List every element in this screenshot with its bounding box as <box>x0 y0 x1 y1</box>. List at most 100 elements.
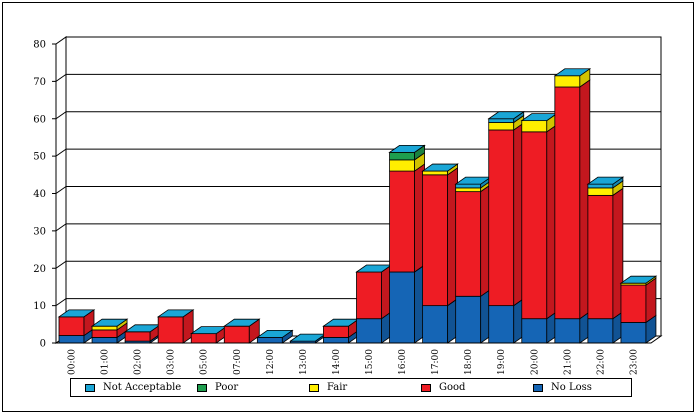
bar-no-loss <box>323 336 349 344</box>
bar-good <box>157 316 184 344</box>
gridline-left <box>55 148 67 157</box>
bar-top-face <box>421 163 459 172</box>
x-tick-label: 16:00 <box>398 349 408 375</box>
x-tick-label: 07:00 <box>233 349 243 375</box>
bar-good <box>58 316 85 336</box>
bar-not-acceptable <box>488 118 515 123</box>
x-tick-label: 03:00 <box>167 349 177 375</box>
x-tick-label: 17:00 <box>431 349 441 375</box>
bar-fair <box>91 325 118 331</box>
gridline-left <box>55 260 67 269</box>
y-tick-label: 20 <box>33 264 46 275</box>
bar-good <box>356 271 382 320</box>
bar-no-loss <box>422 305 449 344</box>
legend-label: Fair <box>327 382 348 393</box>
bar-fair <box>488 122 515 131</box>
gridline-left <box>55 186 67 194</box>
x-tick-label: 22:00 <box>596 349 606 375</box>
y-tick-label: 10 <box>33 301 46 312</box>
x-tick-label: 13:00 <box>299 349 309 375</box>
bar-good-side <box>645 277 657 324</box>
y-tick-label: 60 <box>33 114 46 125</box>
bar-fair <box>455 187 482 193</box>
bar-fair <box>422 170 449 176</box>
bar-top-face <box>619 275 658 284</box>
bar-top-face <box>156 309 195 318</box>
y-tick-label: 0 <box>40 339 46 350</box>
bar-no-loss <box>256 336 283 344</box>
bar-good <box>587 194 614 320</box>
bar-top-face <box>487 111 525 120</box>
bar-not-acceptable <box>455 183 482 189</box>
bar-good <box>389 170 415 273</box>
bar-no-loss <box>620 322 647 344</box>
gridline-left <box>55 223 67 232</box>
legend-label: Poor <box>215 382 239 393</box>
bar-good <box>124 331 151 342</box>
x-tick-label: 00:00 <box>68 349 78 375</box>
y-tick-label: 40 <box>33 189 46 200</box>
bar-good <box>521 131 548 320</box>
bar-fair <box>521 120 548 133</box>
y-tick-label: 50 <box>33 152 46 163</box>
bar-good <box>91 329 118 338</box>
x-tick-label: 18:00 <box>464 349 474 375</box>
legend-item: Poor <box>197 382 238 393</box>
x-tick-label: 05:00 <box>200 349 210 375</box>
x-tick-label: 21:00 <box>563 349 573 375</box>
chart-legend: Not Acceptable Poor Fair Good No Loss <box>70 378 632 397</box>
x-tick-label: 15:00 <box>365 349 375 375</box>
bar-good <box>223 325 250 344</box>
bar-no-loss <box>554 318 581 344</box>
bar-fair <box>554 75 581 88</box>
y-tick-label: 30 <box>33 226 46 237</box>
bar-top-face <box>90 318 129 327</box>
bar-no-loss <box>455 295 482 344</box>
bar-fair <box>389 159 415 172</box>
bar-no-loss <box>356 318 382 344</box>
bar-good <box>455 191 482 297</box>
gridline-left <box>55 111 67 120</box>
bar-good <box>620 284 647 323</box>
legend-label: Good <box>439 382 466 393</box>
bar-good <box>190 333 217 344</box>
legend-swatch <box>85 383 95 392</box>
x-tick-label: 12:00 <box>266 349 276 375</box>
gridline-left <box>55 73 67 82</box>
bar-not-acceptable <box>587 183 614 189</box>
bar-good <box>422 174 449 307</box>
bar-no-loss <box>58 335 85 344</box>
legend-item: Not Acceptable <box>85 382 181 393</box>
bar-no-loss <box>488 305 515 344</box>
legend-swatch <box>421 383 431 392</box>
legend-item: No Loss <box>533 382 592 393</box>
bar-good <box>488 129 515 307</box>
bar-top-face <box>388 144 426 153</box>
x-tick-label: 02:00 <box>134 349 144 375</box>
bar-no-loss <box>521 318 548 344</box>
bar-good <box>554 86 581 320</box>
legend-swatch <box>309 383 319 392</box>
x-tick-label: 01:00 <box>101 349 111 375</box>
bar-no-loss <box>91 336 118 344</box>
bar-good <box>323 325 349 338</box>
x-tick-label: 23:00 <box>629 349 639 375</box>
legend-label: Not Acceptable <box>103 382 182 393</box>
legend-item: Good <box>421 382 465 393</box>
bar-fair <box>587 187 614 196</box>
legend-swatch <box>533 383 543 392</box>
bar-poor <box>389 151 415 161</box>
bar-top-face <box>586 176 625 185</box>
legend-label: No Loss <box>551 382 592 393</box>
gridline-left <box>55 298 67 307</box>
bar-top-face <box>57 309 96 318</box>
bar-top-face <box>256 329 294 338</box>
y-tick-label: 70 <box>33 77 46 88</box>
legend-item: Fair <box>309 382 347 393</box>
x-tick-label: 14:00 <box>332 349 342 375</box>
y-tick-label: 80 <box>33 40 46 51</box>
legend-swatch <box>197 383 207 392</box>
bar-no-loss <box>587 318 614 344</box>
bar-top-face <box>553 68 592 77</box>
